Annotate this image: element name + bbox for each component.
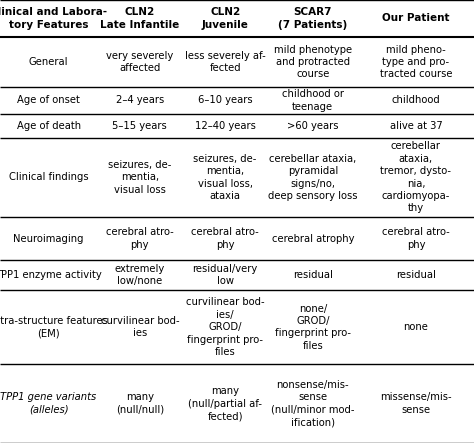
Text: curvilinear bod-
ies/
GROD/
fingerprint pro-
files: curvilinear bod- ies/ GROD/ fingerprint … <box>186 297 264 357</box>
Text: residual/very
low: residual/very low <box>192 264 258 287</box>
Text: CLN2
Juvenile: CLN2 Juvenile <box>202 7 248 30</box>
Text: less severely af-
fected: less severely af- fected <box>185 51 265 73</box>
Text: residual: residual <box>396 270 436 280</box>
Text: none/
GROD/
fingerprint pro-
files: none/ GROD/ fingerprint pro- files <box>275 303 351 351</box>
Text: seizures, de-
mentia,
visual loss: seizures, de- mentia, visual loss <box>108 160 172 195</box>
Text: cerebral atro-
phy: cerebral atro- phy <box>106 227 173 250</box>
Text: cerebral atro-
phy: cerebral atro- phy <box>191 227 259 250</box>
Text: nonsense/mis-
sense
(null/minor mod-
ification): nonsense/mis- sense (null/minor mod- ifi… <box>271 380 355 427</box>
Text: cerebellar
ataxia,
tremor, dysto-
nia,
cardiomyopa-
thy: cerebellar ataxia, tremor, dysto- nia, c… <box>381 141 451 214</box>
Text: none: none <box>403 322 428 332</box>
Text: very severely
affected: very severely affected <box>106 51 173 73</box>
Text: many
(null/null): many (null/null) <box>116 392 164 415</box>
Text: >60 years: >60 years <box>287 121 338 131</box>
Text: 5–15 years: 5–15 years <box>112 121 167 131</box>
Text: CLN2
Late Infantile: CLN2 Late Infantile <box>100 7 180 30</box>
Text: TPP1 gene variants
(alleles): TPP1 gene variants (alleles) <box>0 392 97 415</box>
Text: alive at 37: alive at 37 <box>390 121 442 131</box>
Text: childhood: childhood <box>392 96 440 105</box>
Text: SCAR7
(7 Patients): SCAR7 (7 Patients) <box>278 7 347 30</box>
Text: mild phenotype
and protracted
course: mild phenotype and protracted course <box>274 45 352 79</box>
Text: Clinical and Labora-
tory Features: Clinical and Labora- tory Features <box>0 7 107 30</box>
Text: TPP1 enzyme activity: TPP1 enzyme activity <box>0 270 102 280</box>
Text: extremely
low/none: extremely low/none <box>115 264 165 287</box>
Text: cerebral atrophy: cerebral atrophy <box>272 233 354 244</box>
Text: many
(null/partial af-
fected): many (null/partial af- fected) <box>188 386 262 421</box>
Text: residual: residual <box>293 270 333 280</box>
Text: 12–40 years: 12–40 years <box>195 121 255 131</box>
Text: General: General <box>29 57 68 67</box>
Text: Age of onset: Age of onset <box>17 96 80 105</box>
Text: 2–4 years: 2–4 years <box>116 96 164 105</box>
Text: Ultra-structure features
(EM): Ultra-structure features (EM) <box>0 316 108 338</box>
Text: 6–10 years: 6–10 years <box>198 96 253 105</box>
Text: Our Patient: Our Patient <box>382 13 450 23</box>
Text: cerebellar ataxia,
pyramidal
signs/no,
deep sensory loss: cerebellar ataxia, pyramidal signs/no, d… <box>268 154 357 201</box>
Text: childhood or
teenage: childhood or teenage <box>282 89 344 112</box>
Text: Clinical findings: Clinical findings <box>9 172 88 183</box>
Text: curvilinear bod-
ies: curvilinear bod- ies <box>100 316 179 338</box>
Text: mild pheno-
type and pro-
tracted course: mild pheno- type and pro- tracted course <box>380 45 452 79</box>
Text: seizures, de-
mentia,
visual loss,
ataxia: seizures, de- mentia, visual loss, ataxi… <box>193 154 257 201</box>
Text: cerebral atro-
phy: cerebral atro- phy <box>382 227 450 250</box>
Text: Age of death: Age of death <box>17 121 81 131</box>
Text: missense/mis-
sense: missense/mis- sense <box>380 392 452 415</box>
Text: Neuroimaging: Neuroimaging <box>13 233 84 244</box>
